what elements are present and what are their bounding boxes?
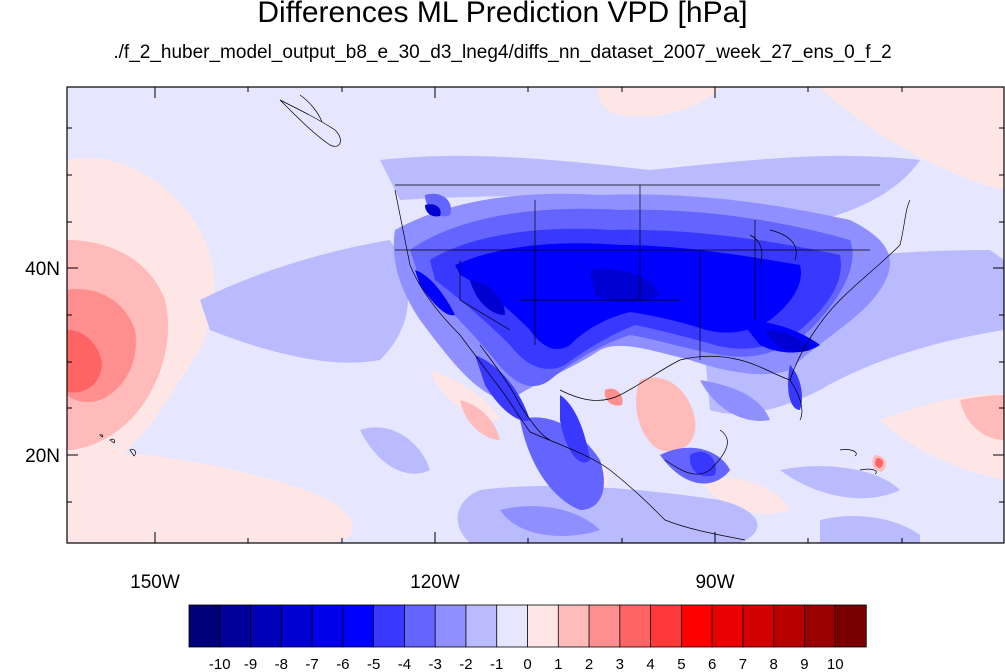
colorbar-swatch <box>311 604 344 648</box>
colorbar-tick-label: -5 <box>367 656 380 672</box>
colorbar-tick-label: -3 <box>429 656 442 672</box>
colorbar-tick-label: 0 <box>523 656 531 672</box>
colorbar-tick-label: -10 <box>209 656 231 672</box>
lat-ticks <box>67 127 1004 503</box>
colorbar-tick-label: 5 <box>677 656 685 672</box>
colorbar-tick-label: -8 <box>275 656 288 672</box>
positive-anomaly-peak <box>67 330 884 468</box>
colorbar-tick-label: -7 <box>305 656 318 672</box>
colorbar-swatch <box>342 604 375 648</box>
colorbar-swatch <box>496 604 529 648</box>
colorbar-swatch <box>465 604 498 648</box>
colorbar-tick-label: 6 <box>708 656 716 672</box>
lon-label-90w: 90W <box>695 572 734 593</box>
colorbar <box>188 604 867 648</box>
map-field <box>67 87 1004 543</box>
colorbar-tick-label: -6 <box>336 656 349 672</box>
colorbar-swatch <box>188 604 221 648</box>
colorbar-tick-label: 7 <box>739 656 747 672</box>
colorbar-swatch <box>404 604 436 648</box>
colorbar-tick-label: 4 <box>646 656 654 672</box>
colorbar-tick-label: 1 <box>554 656 562 672</box>
colorbar-labels: -10 -9 -8 -7 -6 -5 -4 -3 -2 -1 0 1 2 3 4 5 6 7 8 9 10 <box>209 656 844 672</box>
lat-label-40n: 40N <box>25 259 60 280</box>
colorbar-tick-label: 10 <box>827 656 844 672</box>
colorbar-tick-label: 3 <box>616 656 624 672</box>
colorbar-swatch <box>650 604 683 648</box>
map-subtitle: ./f_2_huber_model_output_b8_e_30_d3_lneg… <box>113 42 892 63</box>
colorbar-swatch <box>557 604 590 648</box>
negative-anomaly-extreme <box>425 204 810 352</box>
colorbar-swatch <box>434 604 467 648</box>
colorbar-tick-label: -2 <box>459 656 472 672</box>
lon-label-120w: 120W <box>410 572 460 593</box>
colorbar-swatch <box>619 604 652 648</box>
colorbar-swatch <box>280 604 313 648</box>
colorbar-swatch <box>773 604 806 648</box>
colorbar-swatch <box>250 604 283 648</box>
colorbar-tick-label: 9 <box>800 656 808 672</box>
colorbar-tick-label: -1 <box>490 656 503 672</box>
colorbar-swatch <box>804 604 836 648</box>
colorbar-swatch <box>373 604 406 648</box>
colorbar-swatch <box>588 604 621 648</box>
colorbar-tick-label: 8 <box>770 656 778 672</box>
lat-label-20n: 20N <box>25 446 60 467</box>
colorbar-swatch <box>527 604 559 648</box>
lon-ticks <box>154 87 903 543</box>
colorbar-swatch <box>742 604 775 648</box>
colorbar-swatch <box>711 604 744 648</box>
coastlines <box>99 94 911 541</box>
colorbar-tick-label: -9 <box>244 656 257 672</box>
colorbar-swatch <box>834 604 867 648</box>
colorbar-tick-label: -4 <box>398 656 411 672</box>
colorbar-swatch <box>219 604 252 648</box>
colorbar-swatch <box>680 604 713 648</box>
map-title: Differences ML Prediction VPD [hPa] <box>257 0 748 29</box>
lon-label-150w: 150W <box>130 572 180 593</box>
colorbar-tick-label: 2 <box>585 656 593 672</box>
